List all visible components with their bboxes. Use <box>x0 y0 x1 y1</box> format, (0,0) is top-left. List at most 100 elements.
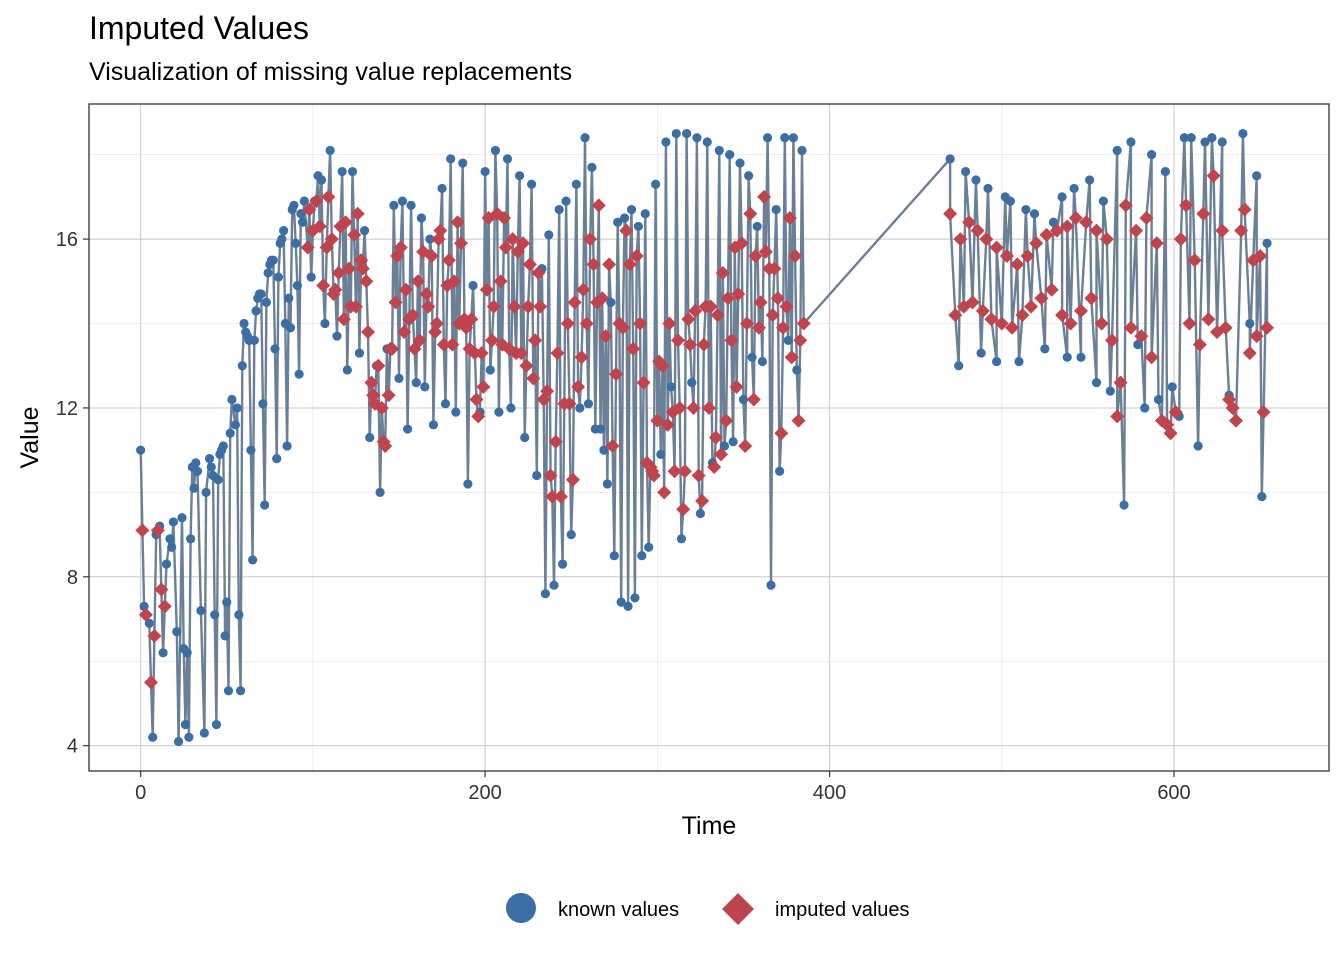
known-point <box>695 508 705 519</box>
known-point <box>971 175 981 185</box>
imputed-point <box>388 295 403 310</box>
imputed-point <box>574 350 589 365</box>
known-point <box>248 555 258 565</box>
imputed-point <box>516 236 530 251</box>
imputed-point <box>1105 333 1119 348</box>
imputed-point <box>355 261 370 276</box>
x-tick-label: 600 <box>1157 782 1190 804</box>
known-point <box>1217 137 1227 147</box>
imputed-point <box>696 337 711 352</box>
imputed-point <box>447 274 462 289</box>
imputed-point <box>691 468 706 483</box>
imputed-point <box>1029 236 1044 251</box>
imputed-point <box>479 282 494 297</box>
known-point <box>260 500 270 510</box>
series-line <box>139 132 1269 743</box>
imputed-point <box>562 396 577 411</box>
known-point <box>258 399 268 409</box>
imputed-point <box>1068 210 1083 225</box>
known-point <box>218 441 228 451</box>
known-point <box>976 348 986 358</box>
known-point <box>1076 352 1086 362</box>
imputed-point <box>1084 291 1099 306</box>
known-point <box>676 534 687 544</box>
known-point <box>1238 128 1248 139</box>
imputed-point <box>1149 236 1164 251</box>
known-point <box>714 145 724 156</box>
imputed-point <box>1187 253 1202 268</box>
known-point <box>337 166 347 177</box>
known-point <box>446 154 456 164</box>
imputed-point <box>374 400 389 415</box>
imputed-point <box>1173 232 1188 247</box>
known-point <box>954 361 964 371</box>
known-point <box>792 365 802 375</box>
imputed-point <box>429 316 444 331</box>
imputed-point <box>441 253 456 268</box>
imputed-point <box>646 468 661 483</box>
known-point <box>575 403 585 413</box>
imputed-point <box>776 320 791 335</box>
known-point <box>1140 403 1150 413</box>
imputed-point <box>767 261 782 276</box>
known-point <box>289 200 299 210</box>
known-point <box>158 648 168 658</box>
known-point <box>225 428 235 438</box>
imputed-point <box>1079 215 1094 230</box>
imputed-point <box>970 223 985 238</box>
imputed-point <box>528 333 543 348</box>
known-point <box>403 424 413 434</box>
x-tick-label: 0 <box>135 782 146 804</box>
imputed-point <box>619 223 634 238</box>
imputed-point <box>655 358 670 373</box>
known-point <box>222 597 232 607</box>
imputed-point <box>371 358 386 373</box>
known-point <box>1062 352 1072 362</box>
known-point <box>1048 217 1059 227</box>
known-point <box>201 487 211 497</box>
known-point <box>797 145 807 156</box>
imputed-point <box>948 308 963 323</box>
imputed-point <box>943 206 958 221</box>
known-point <box>359 226 370 236</box>
known-point <box>1257 492 1267 502</box>
imputed-point <box>583 232 598 247</box>
imputed-point <box>671 333 685 348</box>
known-point <box>365 432 375 443</box>
known-point <box>692 133 702 143</box>
known-point <box>375 487 385 497</box>
known-point <box>272 454 282 464</box>
known-point <box>284 293 294 303</box>
known-point <box>1098 196 1108 206</box>
known-point <box>566 529 576 540</box>
imputed-point <box>493 274 508 289</box>
imputed-point <box>1253 248 1268 263</box>
known-point <box>458 158 468 168</box>
imputed-point <box>567 295 582 310</box>
known-point <box>167 542 177 552</box>
imputed-point <box>1249 329 1264 344</box>
known-point <box>206 462 216 472</box>
imputed-point <box>770 291 785 306</box>
imputed-point <box>677 464 692 479</box>
imputed-point <box>622 257 637 272</box>
imputed-point <box>774 426 789 441</box>
known-point <box>682 128 692 139</box>
known-point <box>599 445 609 455</box>
imputed-point <box>999 248 1014 263</box>
imputed-point <box>1129 223 1144 238</box>
known-point <box>490 145 501 156</box>
imputed-point <box>683 337 698 352</box>
imputed-point <box>138 607 153 622</box>
y-tick-label: 8 <box>67 567 78 589</box>
known-point <box>342 365 352 375</box>
known-point <box>602 479 612 489</box>
known-point <box>230 420 240 430</box>
imputed-point <box>416 244 431 259</box>
imputed-point <box>1260 320 1274 335</box>
known-point <box>165 534 175 544</box>
imputed-point <box>1179 198 1194 213</box>
known-point <box>172 627 182 637</box>
imputed-point <box>782 210 797 225</box>
